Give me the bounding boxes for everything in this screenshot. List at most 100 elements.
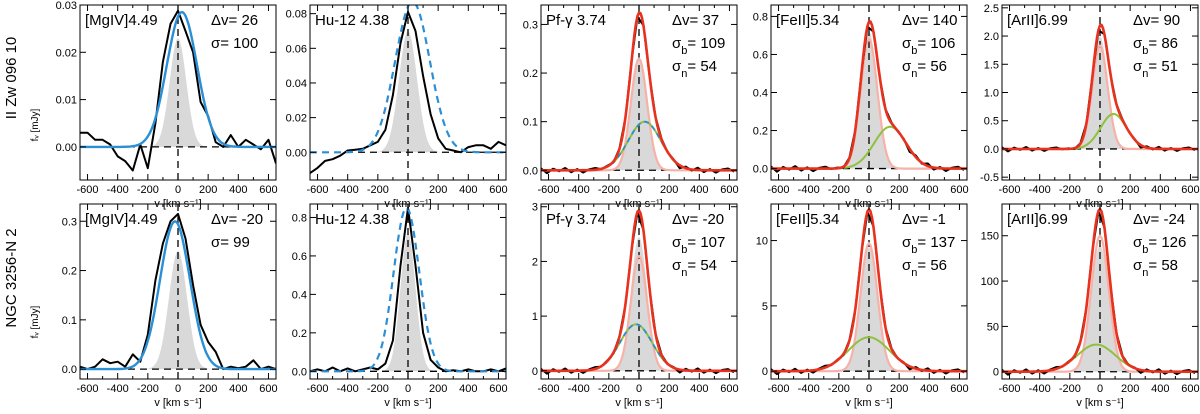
stat-label: Δv= -20	[672, 211, 724, 228]
x-tick-label: 600	[489, 383, 507, 395]
stat-label: Δv= 140	[902, 12, 957, 29]
x-tick-label: -400	[798, 184, 820, 196]
y-tick-label: 2	[532, 256, 538, 268]
x-tick-label: 200	[890, 184, 908, 196]
total-fit-line	[541, 11, 737, 172]
y-tick-label: 0.2	[753, 126, 768, 138]
x-tick-label: 0	[636, 383, 642, 395]
x-tick-label: 600	[259, 383, 277, 395]
stat-label: σ= 99	[211, 234, 250, 251]
x-tick-label: 400	[690, 383, 708, 395]
x-tick-label: 600	[489, 184, 507, 196]
panel-1-2: -600 -400 -200 0 200 400 600 0 1 2 3 v [km s⁻¹] Pf-γ…	[532, 202, 739, 409]
stat-label: σn= 56	[902, 58, 947, 80]
stat-label: Δv= 90	[1133, 12, 1180, 29]
x-tick-label: 200	[890, 383, 908, 395]
x-tick-label: 0	[405, 383, 411, 395]
observed-spectrum-line	[310, 10, 506, 174]
x-tick-label: -600	[538, 184, 560, 196]
line-label: [ArII]6.99	[1007, 211, 1068, 228]
broad-fit-dashed-line	[541, 323, 737, 372]
line-label: [FeII]5.34	[776, 12, 839, 29]
stat-label: σb= 107	[672, 234, 725, 256]
x-tick-label: 400	[920, 383, 938, 395]
x-tick-label: 400	[920, 184, 938, 196]
x-tick-label: -600	[538, 383, 560, 395]
x-tick-label: -200	[137, 383, 159, 395]
row-label-1: NGC 3256-N 2	[3, 228, 20, 327]
stat-label: σn= 54	[672, 58, 717, 80]
x-tick-label: 200	[1121, 383, 1139, 395]
x-tick-label: -400	[337, 184, 359, 196]
x-tick-label: 600	[1181, 184, 1199, 196]
y-tick-label: 0.6	[753, 49, 768, 61]
x-tick-label: 600	[950, 184, 968, 196]
x-tick-label: 200	[429, 184, 447, 196]
y-tick-label: 0.6	[292, 251, 307, 263]
panel-1-0: -600 -400 -200 0 200 400 600 0.0 0.1 0.2 0.3 v [km …	[62, 203, 278, 409]
stat-label: σ= 100	[211, 35, 258, 52]
y-tick-label: 0.1	[523, 117, 538, 129]
fit-line	[80, 11, 276, 149]
x-tick-label: 0	[175, 383, 181, 395]
y-tick-label: 0.2	[523, 68, 538, 80]
narrow-component-fill	[771, 31, 967, 169]
y-tick-label: 0.0	[523, 165, 538, 177]
x-tick-label: 0	[866, 383, 872, 395]
x-tick-label: -400	[568, 383, 590, 395]
stat-label: σb= 106	[902, 35, 955, 57]
stat-label: σb= 126	[1133, 234, 1186, 256]
x-tick-label: -600	[768, 184, 790, 196]
x-tick-label: -200	[828, 383, 850, 395]
stat-label: σn= 54	[672, 257, 717, 279]
y-tick-label: 0.0	[62, 364, 77, 376]
stat-label: Δv= -24	[1133, 211, 1185, 228]
plot-area	[1002, 204, 1198, 379]
stat-label: Δv= 37	[672, 12, 719, 29]
y-tick-label: 150	[981, 231, 999, 243]
narrow-component-fill	[80, 250, 276, 370]
panel-0-0: -600 -400 -200 0 200 400 6000.000.010.020.03v …	[56, 0, 278, 210]
x-axis-label: v [km s⁻¹]	[384, 397, 431, 409]
x-tick-label: -400	[798, 383, 820, 395]
total-fit-line	[1002, 23, 1198, 151]
plot-area	[771, 5, 967, 180]
x-tick-label: -400	[1029, 383, 1051, 395]
x-tick-label: 0	[866, 184, 872, 196]
x-tick-label: -400	[568, 184, 590, 196]
x-tick-label: 200	[660, 184, 678, 196]
y-tick-label: 0.00	[286, 147, 307, 159]
plot-area	[80, 204, 276, 379]
y-tick-label: 50	[987, 321, 999, 333]
y-tick-label: 0.03	[56, 0, 77, 12]
y-tick-label: 10	[756, 236, 768, 248]
x-tick-label: 400	[229, 184, 247, 196]
x-tick-label: -200	[1059, 383, 1081, 395]
stat-label: σn= 58	[1133, 257, 1178, 279]
y-tick-label: 1.0	[984, 88, 999, 100]
x-tick-label: 600	[720, 184, 738, 196]
x-tick-label: -600	[77, 184, 99, 196]
y-tick-label: 0.3	[62, 216, 77, 228]
y-tick-label: 0	[993, 367, 999, 379]
y-tick-label: 0	[762, 366, 768, 378]
x-axis-label: v [km s⁻¹]	[1076, 397, 1123, 409]
stat-label: σb= 86	[1133, 35, 1178, 57]
narrow-component-fill	[771, 247, 967, 372]
x-tick-label: 0	[1097, 184, 1103, 196]
x-tick-label: -400	[1029, 184, 1051, 196]
x-tick-label: 400	[459, 383, 477, 395]
x-tick-label: 600	[259, 184, 277, 196]
y-tick-label: 0.02	[56, 47, 77, 59]
x-tick-label: -200	[598, 383, 620, 395]
plot-area	[541, 5, 737, 180]
plot-area	[541, 204, 737, 379]
y-tick-label: 2.0	[984, 31, 999, 43]
x-tick-label: -600	[999, 383, 1021, 395]
y-tick-label: 0.01	[56, 95, 77, 107]
y-tick-label: 0.2	[292, 328, 307, 340]
x-tick-label: -200	[367, 383, 389, 395]
